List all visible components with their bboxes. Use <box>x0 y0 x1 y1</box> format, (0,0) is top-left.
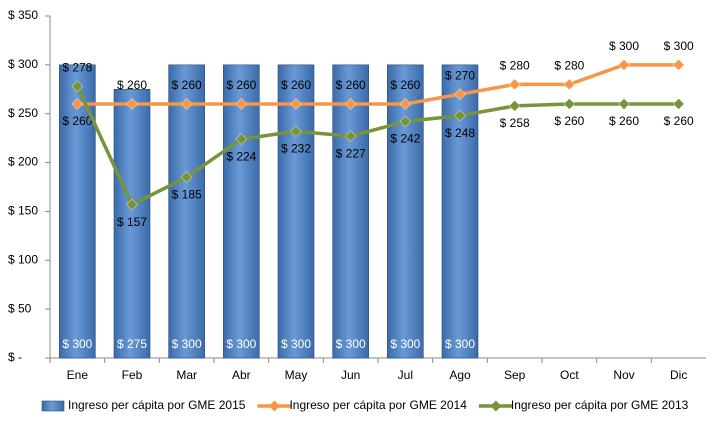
point-value-label: $ 300 <box>609 39 639 53</box>
point <box>126 98 138 110</box>
point <box>235 98 248 110</box>
point <box>344 98 357 110</box>
point <box>180 98 193 110</box>
y-tick-label: $ 200 <box>8 155 38 169</box>
point-value-label: $ 260 <box>172 78 202 92</box>
point <box>508 78 521 91</box>
point-value-label: $ 260 <box>554 114 584 128</box>
legend-label: Ingreso per cápita por GME 2013 <box>511 398 689 412</box>
bar-value-label: $ 300 <box>226 337 256 351</box>
bar-value-label: $ 300 <box>281 337 311 351</box>
x-tick-label: May <box>285 368 308 382</box>
x-tick-label: Mar <box>176 368 197 382</box>
bar <box>223 64 260 359</box>
point-value-label: $ 278 <box>62 61 92 75</box>
point-value-label: $ 260 <box>609 114 639 128</box>
point-value-label: $ 157 <box>117 215 147 229</box>
legend-label: Ingreso per cápita por GME 2014 <box>289 398 467 412</box>
y-tick-label: $ 100 <box>8 252 38 266</box>
point <box>180 171 193 184</box>
point <box>618 98 630 110</box>
x-tick-label: Abr <box>232 368 251 382</box>
point-value-label: $ 232 <box>281 141 311 155</box>
y-tick-label: $ 250 <box>8 106 38 120</box>
x-tick-label: Feb <box>122 368 143 382</box>
point-value-label: $ 260 <box>281 78 311 92</box>
point <box>126 198 138 211</box>
point <box>672 98 685 110</box>
point <box>563 98 576 110</box>
point <box>399 98 412 110</box>
point-value-label: $ 258 <box>500 116 530 130</box>
point-value-label: $ 260 <box>117 78 147 92</box>
bar-value-label: $ 300 <box>390 337 420 351</box>
legend-marker <box>268 400 280 412</box>
point-value-label: $ 280 <box>500 59 530 73</box>
legend-marker <box>490 400 502 412</box>
point <box>563 78 576 91</box>
y-tick-label: $ 350 <box>8 8 38 22</box>
point <box>290 98 302 110</box>
x-tick-label: Nov <box>613 368 634 382</box>
point-value-label: $ 260 <box>664 114 694 128</box>
point <box>454 109 466 122</box>
legend-swatch <box>41 400 65 412</box>
point <box>344 130 357 143</box>
bar <box>441 64 479 359</box>
x-tick-label: Ene <box>67 368 89 382</box>
point-value-label: $ 224 <box>226 149 256 163</box>
x-tick-label: Oct <box>560 368 579 382</box>
point-value-label: $ 248 <box>445 126 475 140</box>
y-tick-label: $ 300 <box>8 57 38 71</box>
y-tick-label: $ - <box>8 350 22 364</box>
point <box>399 115 412 128</box>
point <box>508 100 521 112</box>
y-tick-label: $ 50 <box>8 301 32 315</box>
bar-value-label: $ 300 <box>336 337 366 351</box>
point-value-label: $ 227 <box>336 146 366 160</box>
point-value-label: $ 300 <box>664 39 694 53</box>
point <box>618 59 630 71</box>
x-tick-label: Sep <box>504 368 526 382</box>
point <box>71 98 84 110</box>
bar <box>113 88 151 359</box>
x-tick-label: Dic <box>670 368 687 382</box>
bar-value-label: $ 300 <box>445 337 475 351</box>
point-value-label: $ 260 <box>226 78 256 92</box>
line <box>77 63 679 106</box>
line <box>75 85 679 207</box>
point-value-label: $ 260 <box>390 78 420 92</box>
point-value-label: $ 185 <box>172 187 202 201</box>
point-value-label: $ 260 <box>62 114 92 128</box>
bar <box>277 64 315 359</box>
x-tick-label: Jul <box>398 368 413 382</box>
bar-value-label: $ 300 <box>62 337 92 351</box>
point-value-label: $ 280 <box>554 59 584 73</box>
point <box>290 125 302 138</box>
point <box>672 59 685 71</box>
y-tick-label: $ 150 <box>8 204 38 218</box>
point-value-label: $ 242 <box>390 132 420 146</box>
point <box>454 88 466 101</box>
bar-value-label: $ 275 <box>117 337 147 351</box>
bar <box>332 64 369 359</box>
legend-label: Ingreso per cápita por GME 2015 <box>68 398 246 412</box>
point-value-label: $ 260 <box>336 78 366 92</box>
point <box>235 133 248 145</box>
bar-value-label: $ 300 <box>172 337 202 351</box>
x-tick-label: Ago <box>449 368 471 382</box>
bar <box>168 64 205 359</box>
bar <box>387 64 424 359</box>
point <box>71 80 84 93</box>
x-tick-label: Jun <box>341 368 360 382</box>
point-value-label: $ 270 <box>445 68 475 82</box>
